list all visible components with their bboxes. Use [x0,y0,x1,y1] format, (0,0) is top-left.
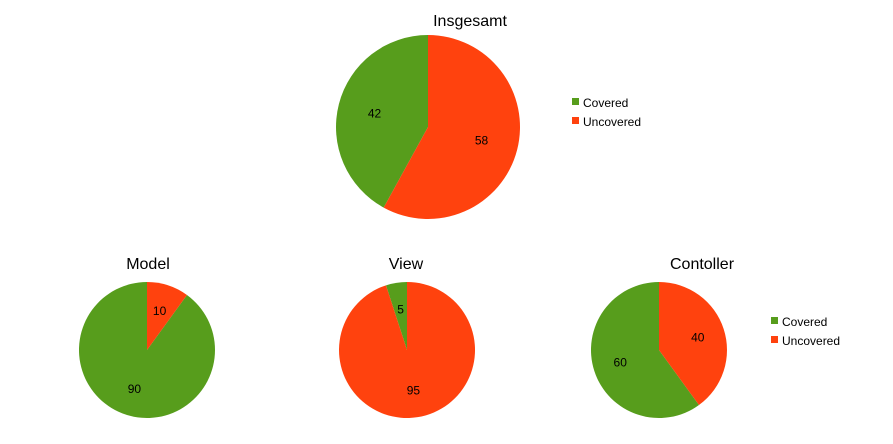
legend-label-covered: Covered [782,315,827,329]
data-label-model-covered: 90 [128,382,142,396]
slice-model-uncovered [147,282,187,350]
pie-chart-view: View 5 95 [339,256,476,418]
legend-label-uncovered: Uncovered [583,115,641,129]
pie-chart-model: Model 90 10 [78,256,215,419]
chart-title-model: Model [126,256,170,273]
chart-title-view: View [389,256,424,273]
slice-view-covered [385,282,407,350]
legend-label-covered: Covered [583,96,628,110]
pie-chart-contoller: Contoller 60 40 [590,256,735,418]
legend-swatch-covered [572,98,579,105]
data-label-view-uncovered: 95 [407,383,421,397]
slice-contoller-covered [590,282,699,418]
slice-view-uncovered [339,282,476,418]
data-label-model-uncovered: 10 [153,304,167,318]
legend-bottom: Covered Uncovered [771,315,840,348]
legend-label-uncovered: Uncovered [782,334,840,348]
legend-swatch-covered [771,317,778,324]
data-label-view-covered: 5 [397,303,404,317]
slice-insgesamt-covered [336,35,428,208]
data-label-contoller-covered: 60 [614,356,628,370]
slice-model-covered [78,282,215,419]
pie-chart-insgesamt: Insgesamt 42 58 [336,13,521,219]
chart-title-contoller: Contoller [670,256,735,273]
legend-swatch-uncovered [771,336,778,343]
chart-title-insgesamt: Insgesamt [433,13,507,30]
slice-insgesamt-uncovered [383,35,521,219]
slice-contoller-uncovered [659,282,727,406]
data-label-insgesamt-covered: 42 [368,106,382,120]
legend-top: Covered Uncovered [572,96,641,129]
data-label-insgesamt-uncovered: 58 [475,134,489,148]
legend-swatch-uncovered [572,117,579,124]
data-label-contoller-uncovered: 40 [691,330,705,344]
